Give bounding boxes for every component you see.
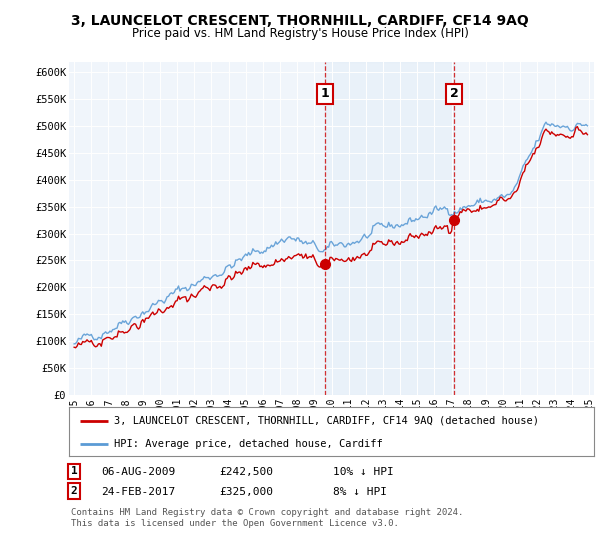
Text: 10% ↓ HPI: 10% ↓ HPI — [333, 467, 394, 477]
Text: 1: 1 — [320, 87, 329, 100]
Text: 24-FEB-2017: 24-FEB-2017 — [101, 487, 175, 497]
Text: 3, LAUNCELOT CRESCENT, THORNHILL, CARDIFF, CF14 9AQ: 3, LAUNCELOT CRESCENT, THORNHILL, CARDIF… — [71, 14, 529, 28]
Bar — [325, 62, 454, 395]
Text: 3, LAUNCELOT CRESCENT, THORNHILL, CARDIFF, CF14 9AQ (detached house): 3, LAUNCELOT CRESCENT, THORNHILL, CARDIF… — [113, 416, 539, 426]
Text: 1: 1 — [71, 466, 77, 477]
Text: 2: 2 — [450, 87, 458, 100]
Text: £325,000: £325,000 — [219, 487, 273, 497]
Text: 06-AUG-2009: 06-AUG-2009 — [101, 467, 175, 477]
Text: Contains HM Land Registry data © Crown copyright and database right 2024.
This d: Contains HM Land Registry data © Crown c… — [71, 508, 463, 528]
Text: HPI: Average price, detached house, Cardiff: HPI: Average price, detached house, Card… — [113, 439, 382, 449]
Text: 8% ↓ HPI: 8% ↓ HPI — [333, 487, 387, 497]
Text: Price paid vs. HM Land Registry's House Price Index (HPI): Price paid vs. HM Land Registry's House … — [131, 27, 469, 40]
Text: £242,500: £242,500 — [219, 467, 273, 477]
Text: 2: 2 — [71, 486, 77, 496]
